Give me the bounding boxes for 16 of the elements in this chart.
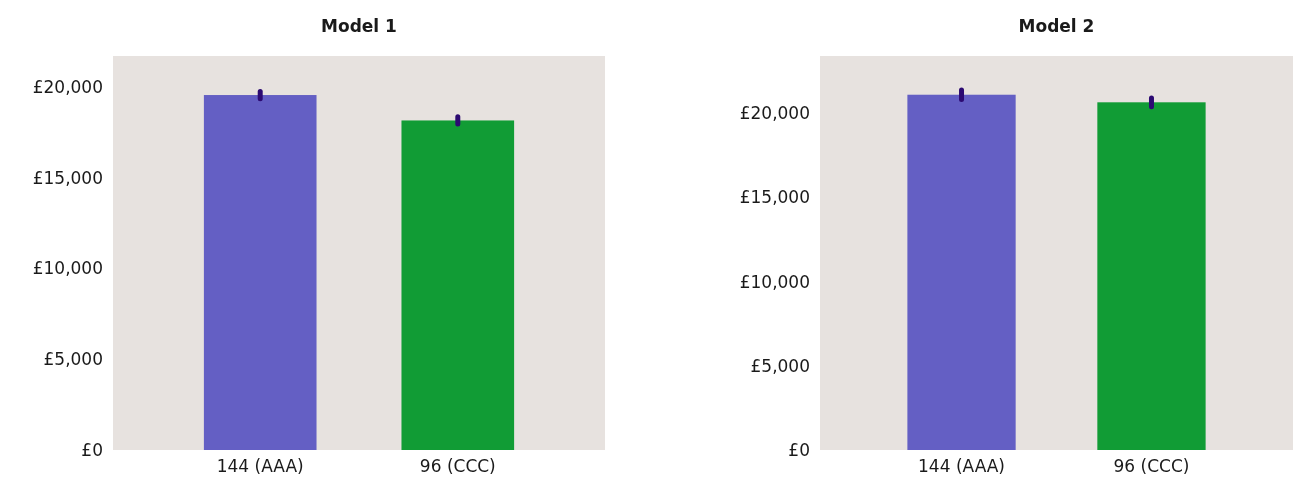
x-tick-label: 144 (AAA) (216, 456, 304, 477)
y-tick-label: £20,000 (739, 103, 810, 124)
y-tick-label: £20,000 (32, 76, 103, 97)
y-tick-label: £15,000 (739, 187, 810, 208)
chart-title: Model 2 (1018, 16, 1095, 36)
y-tick-label: £5,000 (43, 349, 103, 370)
chart-title: Model 1 (321, 16, 397, 36)
y-tick-label: £0 (81, 439, 103, 460)
y-tick-label: £5,000 (750, 355, 810, 376)
y-tick-label: £10,000 (739, 271, 810, 292)
x-tick-label: 96 (CCC) (1113, 456, 1190, 477)
y-tick-label: £10,000 (32, 258, 103, 279)
y-tick-label: £0 (788, 439, 810, 460)
x-tick-label: 96 (CCC) (419, 456, 496, 477)
y-tick-label: £15,000 (32, 167, 103, 188)
x-tick-label: 144 (AAA) (918, 456, 1005, 477)
